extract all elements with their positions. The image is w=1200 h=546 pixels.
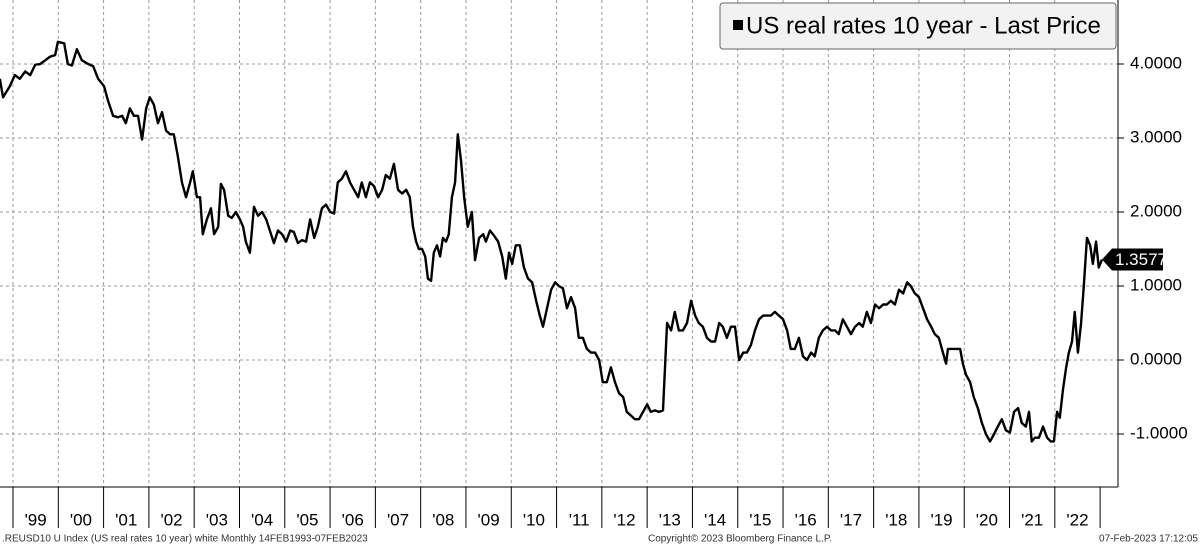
x-tick-label: '09	[478, 510, 500, 529]
last-price-label: 1.3577	[1115, 250, 1167, 269]
x-tick-label: '07	[387, 510, 409, 529]
x-tick-label: '12	[613, 510, 635, 529]
x-tick-label: '16	[795, 510, 817, 529]
x-tick-label: '19	[930, 510, 952, 529]
x-tick-label: '15	[749, 510, 771, 529]
legend-marker	[733, 20, 743, 30]
x-tick-label: '14	[704, 510, 726, 529]
x-tick-label: '02	[160, 510, 182, 529]
x-tick-label: '08	[432, 510, 454, 529]
x-tick-label: '10	[523, 510, 545, 529]
y-tick-label: 1.0000	[1130, 275, 1182, 294]
y-tick-label: 3.0000	[1130, 127, 1182, 146]
x-tick-label: '99	[25, 510, 47, 529]
y-tick-label: 4.0000	[1130, 53, 1182, 72]
y-tick-label: -1.0000	[1130, 423, 1188, 442]
x-tick-label: '05	[296, 510, 318, 529]
x-tick-label: '18	[885, 510, 907, 529]
x-tick-label: '21	[1021, 510, 1043, 529]
x-tick-label: '06	[342, 510, 364, 529]
footer-left: .REUSD10 U Index (US real rates 10 year)…	[2, 534, 368, 545]
y-tick-label: 2.0000	[1130, 201, 1182, 220]
last-price-tag	[1102, 248, 1163, 271]
legend-box	[719, 2, 1117, 50]
x-tick-label: '20	[976, 510, 998, 529]
x-tick-label: '04	[251, 510, 273, 529]
x-tick-label: '13	[659, 510, 681, 529]
y-tick-label: 0.0000	[1130, 349, 1182, 368]
x-tick-label: '03	[206, 510, 228, 529]
x-tick-label: '17	[840, 510, 862, 529]
x-tick-label: '00	[70, 510, 92, 529]
footer-center: Copyright© 2023 Bloomberg Finance L.P.	[648, 534, 832, 545]
series-line	[0, 40, 1104, 443]
x-tick-label: '01	[115, 510, 137, 529]
x-tick-label: '11	[569, 510, 590, 529]
x-tick-label: '22	[1066, 510, 1088, 529]
legend-label: US real rates 10 year - Last Price	[746, 12, 1101, 39]
footer-right: 07-Feb-2023 17:12:05	[1099, 534, 1198, 545]
